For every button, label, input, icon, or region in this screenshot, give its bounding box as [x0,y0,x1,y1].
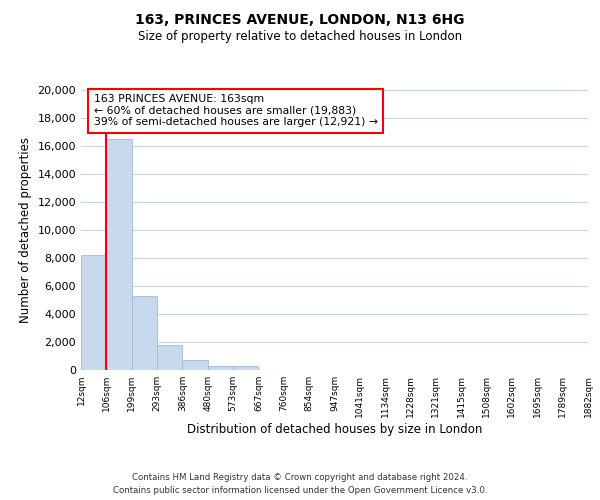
Bar [182,360,208,370]
Bar [233,366,259,370]
Bar [208,366,233,370]
Text: 163, PRINCES AVENUE, LONDON, N13 6HG: 163, PRINCES AVENUE, LONDON, N13 6HG [135,12,465,26]
Bar [106,139,132,370]
Bar [132,296,157,370]
Text: Size of property relative to detached houses in London: Size of property relative to detached ho… [138,30,462,43]
Text: Contains HM Land Registry data © Crown copyright and database right 2024.: Contains HM Land Registry data © Crown c… [132,472,468,482]
X-axis label: Distribution of detached houses by size in London: Distribution of detached houses by size … [187,422,482,436]
Bar [157,345,182,370]
Y-axis label: Number of detached properties: Number of detached properties [19,137,32,323]
Text: Contains public sector information licensed under the Open Government Licence v3: Contains public sector information licen… [113,486,487,495]
Bar [81,255,106,370]
Text: 163 PRINCES AVENUE: 163sqm
← 60% of detached houses are smaller (19,883)
39% of : 163 PRINCES AVENUE: 163sqm ← 60% of deta… [94,94,377,128]
